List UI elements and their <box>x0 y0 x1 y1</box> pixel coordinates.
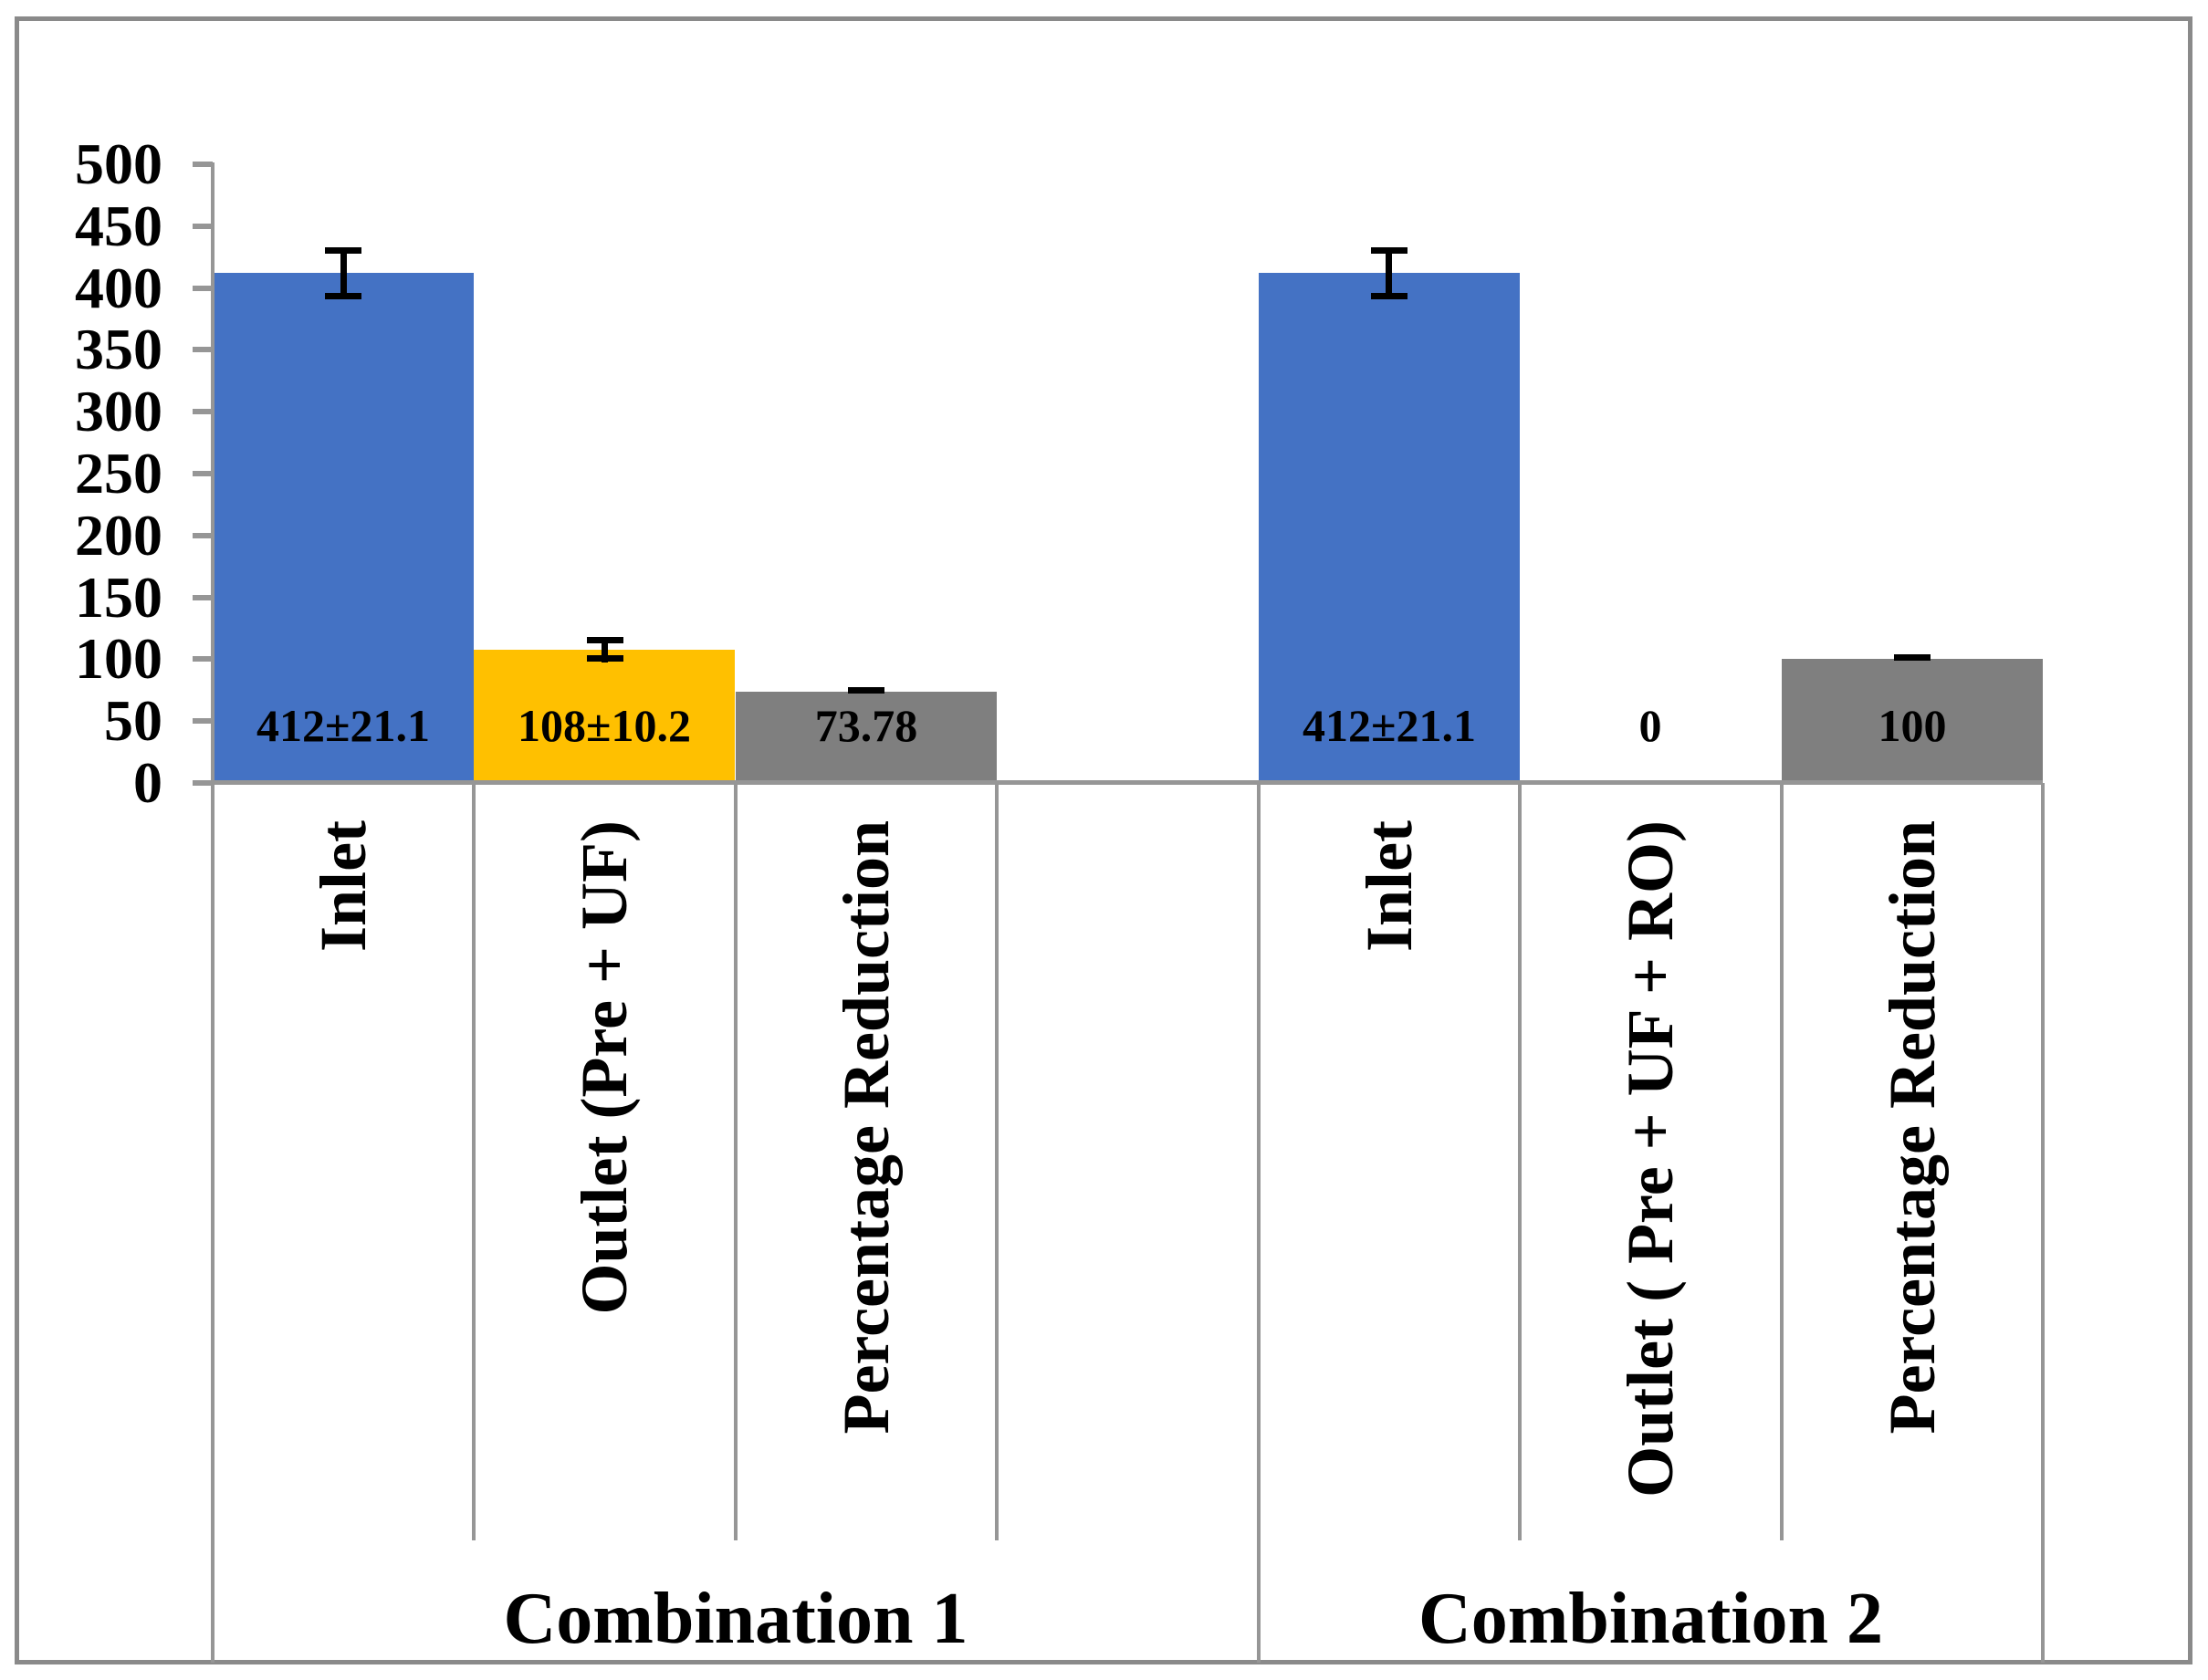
category-cell: Percentage Reduction <box>736 786 997 1540</box>
y-axis-tick <box>193 780 213 786</box>
bar-value-label: 73.78 <box>814 700 918 751</box>
bar-value-label: 100 <box>1878 700 1947 751</box>
y-axis-tick-label: 500 <box>75 131 162 196</box>
y-axis-tick <box>193 656 213 662</box>
y-axis-tick <box>193 718 213 724</box>
y-axis-tick-label: 450 <box>75 193 162 258</box>
bar-percentage-reduction <box>1782 659 2043 783</box>
bar-value-label: 412±21.1 <box>256 700 430 751</box>
bar-inlet <box>1259 273 1520 783</box>
error-bar-cap-top <box>587 637 623 643</box>
category-cell: Percentage Reduction <box>1782 786 2043 1540</box>
category-axis-label: Percentage Reduction <box>830 820 903 1435</box>
category-cell: Inlet <box>213 786 474 1540</box>
bar-value-label: 412±21.1 <box>1303 700 1476 751</box>
category-axis-label: Inlet <box>307 820 380 952</box>
y-axis-tick <box>193 409 213 414</box>
y-axis-tick-label: 350 <box>75 317 162 381</box>
axis-right-edge <box>2041 783 2045 1663</box>
y-axis-tick-label: 100 <box>75 626 162 691</box>
y-axis-tick-label: 150 <box>75 565 162 630</box>
y-axis-tick-label: 400 <box>75 256 162 320</box>
y-axis-tick-label: 50 <box>104 688 162 753</box>
y-axis-tick <box>193 224 213 229</box>
category-axis-label: Outlet ( Pre + UF + RO) <box>1614 820 1687 1497</box>
y-axis-tick <box>193 286 213 291</box>
bar-value-label: 108±10.2 <box>518 700 691 751</box>
category-cell: Outlet (Pre + UF) <box>474 786 735 1540</box>
x-axis-line <box>213 780 2043 785</box>
category-divider <box>1518 783 1522 1540</box>
error-bar-line <box>340 247 347 299</box>
group-divider <box>1257 783 1261 1663</box>
bar-inlet <box>213 273 474 783</box>
group-label-cell: Combination 2 <box>1259 1540 2043 1663</box>
error-bar-cap-top <box>1894 654 1931 661</box>
y-axis-tick-label: 0 <box>133 750 162 815</box>
error-bar-line <box>1386 247 1392 299</box>
y-axis-tick-label: 250 <box>75 441 162 506</box>
error-bar-line <box>602 637 608 663</box>
category-divider <box>995 783 999 1540</box>
bar-value-label: 0 <box>1638 700 1662 751</box>
error-bar-cap-top <box>1371 247 1407 254</box>
category-divider <box>472 783 476 1540</box>
error-bar-cap-top <box>325 247 361 254</box>
y-axis-tick <box>193 533 213 538</box>
error-bar-cap-bottom <box>587 655 623 662</box>
category-divider <box>734 783 738 1540</box>
figure-border <box>15 16 2192 1664</box>
category-divider <box>1780 783 1784 1540</box>
y-axis-tick <box>193 162 213 167</box>
group-label-cell: Combination 1 <box>213 1540 1259 1663</box>
error-bar-cap-bottom <box>1371 293 1407 299</box>
category-cell: Inlet <box>1259 786 1520 1540</box>
error-bar-cap-bottom <box>325 293 361 299</box>
group-label: Combination 2 <box>1418 1579 1883 1659</box>
y-axis-tick <box>193 471 213 476</box>
category-cell: Outlet ( Pre + UF + RO) <box>1520 786 1781 1540</box>
error-bar-cap-top <box>848 687 884 694</box>
bar-percentage-reduction <box>736 692 997 783</box>
y-axis-line <box>211 162 215 1663</box>
group-label: Combination 1 <box>503 1579 968 1659</box>
y-axis-tick <box>193 595 213 600</box>
category-axis-label: Inlet <box>1353 820 1426 952</box>
y-axis-tick <box>193 347 213 352</box>
bar-outlet-pre-uf <box>474 650 735 783</box>
category-axis-label: Percentage Reduction <box>1876 820 1949 1435</box>
y-axis-tick-label: 200 <box>75 503 162 568</box>
y-axis-tick-label: 300 <box>75 379 162 443</box>
category-axis-label: Outlet (Pre + UF) <box>568 820 641 1315</box>
